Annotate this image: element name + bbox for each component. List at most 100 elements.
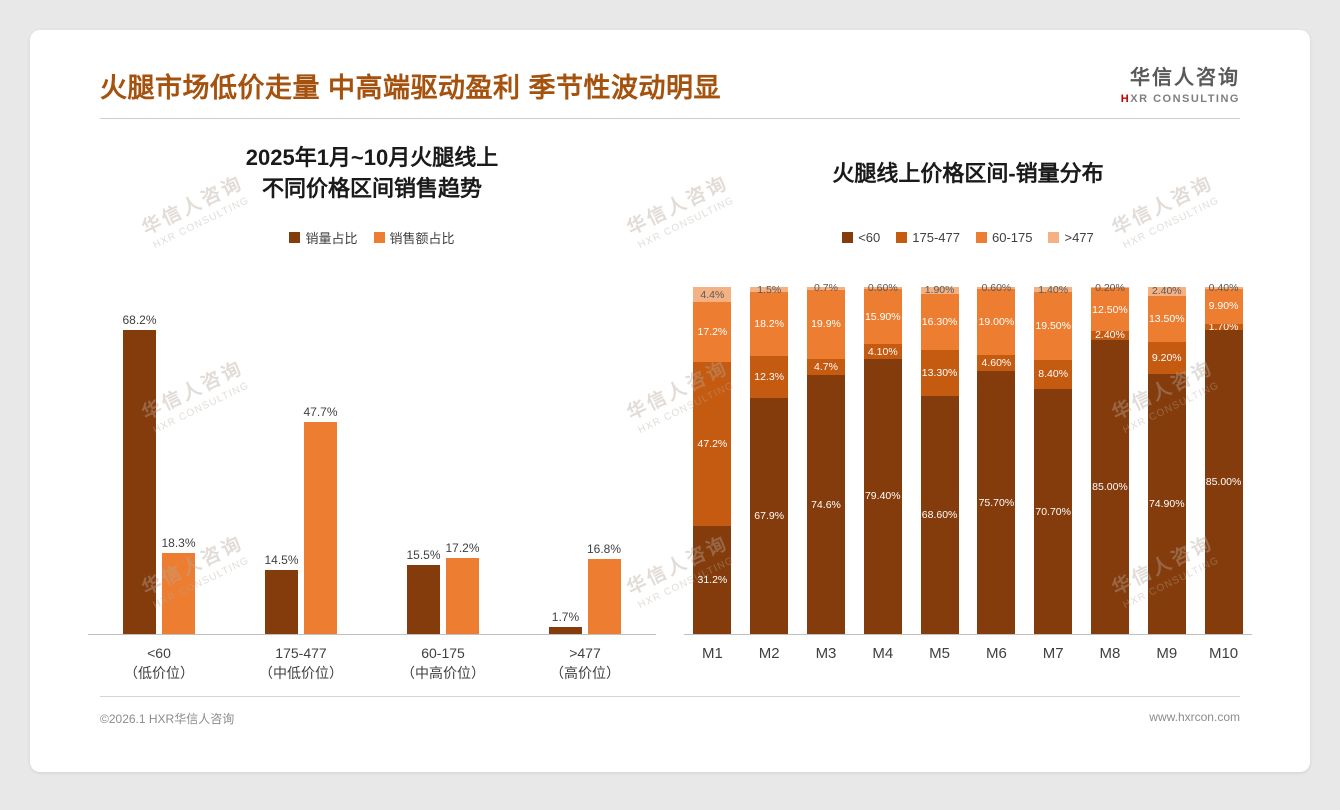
footer-website: www.hxrcon.com [1149,710,1240,724]
legend-label: 销售额占比 [389,230,455,246]
charts-row: 2025年1月~10月火腿线上 不同价格区间销售趋势 销量占比 销售额占比 68.… [30,119,1310,684]
segment-value-label: 19.50% [1035,319,1071,332]
bar-column: 68.2% [122,313,157,635]
bar-segment: 1.40% [1034,284,1073,296]
bar [122,330,156,635]
bar-segment: 13.50% [1147,295,1186,343]
company-logo: 华信人咨询 HXR CONSULTING [1121,66,1240,106]
legend-swatch [976,231,987,243]
x-axis-label: M4 [872,645,894,663]
segment-value-label: 85.00% [1092,480,1128,493]
stacked-bar: 74.90% 9.20% 13.50% 2.40% [1138,285,1195,635]
segment-value-label: 18.2% [754,318,785,331]
slide: 火腿市场低价走量 中高端驱动盈利 季节性波动明显 华信人咨询 HXR CONSU… [30,30,1310,772]
legend-label: 60-175 [992,229,1033,245]
bar-segment: 4.10% [863,344,902,359]
stacked-bar-column: 79.40% 4.10% 15.90% 0.60% [863,282,902,635]
bar [162,552,196,635]
x-axis-left: <60 （低价位） 175-477 （中低价位） 60-175 （中高价位） >477 （高价… [88,643,656,684]
stacked-bar: 85.00% 1.70% 9.90% 0.40% [1195,282,1252,635]
legend-item: >477 [1048,230,1094,245]
legend-label: 销量占比 [305,230,358,246]
segment-value-label: 19.9% [811,318,841,331]
x-axis-label: M7 [1042,645,1064,663]
stacked-bar: 67.9% 12.3% 18.2% 1.5% [741,283,798,635]
bar-segment: 17.2% [693,302,732,363]
category-sublabel: （低价位） [124,665,194,682]
segment-value-label: 74.6% [811,498,841,511]
bar-segment: 74.6% [806,375,845,635]
bar-column: 18.3% [162,536,196,635]
bar-group: 15.5% 17.2% [372,541,514,635]
bar-group: 68.2% 18.3% [88,313,230,635]
bar-segment: 19.00% [977,289,1016,356]
legend-swatch [842,231,854,243]
segment-value-label: 1.5% [757,283,782,296]
category-label: >477 [569,645,601,662]
plot-area-right: 31.2% 47.2% 17.2% 4.4% 67.9% 12.3% 18.2% 1.5% 74… [684,255,1252,636]
stacked-bar: 70.70% 8.40% 19.50% 1.40% [1025,284,1082,635]
legend-swatch [373,231,385,243]
segment-value-label: 13.50% [1148,312,1185,325]
stacked-bar: 85.00% 2.40% 12.50% 0.20% [1082,282,1139,635]
segment-value-label: 70.70% [1035,505,1071,518]
segment-value-label: 12.50% [1092,303,1128,316]
segment-value-label: 8.40% [1038,368,1069,381]
segment-value-label: 31.2% [697,574,728,587]
stacked-bar: 74.6% 4.7% 19.9% 0.7% [798,282,855,635]
segment-value-label: 0.60% [981,282,1012,295]
bar-column: 15.5% [406,548,441,635]
x-axis-label: >477 （高价位） [514,643,656,684]
bar-column: 14.5% [264,552,299,635]
stacked-bar-column: 85.00% 2.40% 12.50% 0.20% [1090,282,1129,635]
bar-group: 14.5% 47.7% [230,405,372,635]
bar-segment: 68.60% [920,396,959,635]
bar-segment: 0.60% [977,282,1016,294]
legend-item: 销量占比 [289,228,358,247]
segment-value-label: 2.40% [1151,285,1182,298]
bar-segment: 4.4% [693,287,732,303]
bar-segment: 9.20% [1147,342,1186,375]
logo-english-rest: XR CONSULTING [1130,93,1240,105]
segment-value-label: 74.90% [1148,498,1185,511]
bar-segment: 12.50% [1090,287,1129,332]
bar-segment: 75.70% [977,371,1016,635]
bar-segment: 19.9% [806,289,845,359]
segment-value-label: 1.90% [924,284,955,297]
bar-segment: 15.90% [863,289,902,345]
plot-area-left: 68.2% 18.3% 14.5% 47.7% 15.5% 17.2% 1.7% 16.8% [88,255,656,636]
legend-left: 销量占比 销售额占比 [88,228,656,247]
bar-value-label: 1.7% [551,609,580,624]
segment-value-label: 16.30% [921,316,958,329]
legend-swatch [1048,231,1060,243]
stacked-bar-column: 70.70% 8.40% 19.50% 1.40% [1034,284,1073,635]
stacked-bar-column: 74.90% 9.20% 13.50% 2.40% [1147,285,1186,635]
bar-segment: 31.2% [693,525,732,635]
stacked-bar-column: 85.00% 1.70% 9.90% 0.40% [1204,282,1243,635]
bar-segment: 1.90% [920,284,959,297]
bar-segment: 0.60% [863,282,902,294]
segment-value-label: 75.70% [978,496,1015,509]
slide-title: 火腿市场低价走量 中高端驱动盈利 季节性波动明显 [100,73,722,103]
legend-item: <60 [842,230,880,245]
legend-swatch [896,231,908,243]
chart-stacked-bar-monthly: 火腿线上价格区间-销量分布 <60 175-477 60-175 >477 31.2%… [684,119,1252,684]
bar [587,559,621,635]
segment-value-label: 4.10% [867,345,898,358]
bar-segment: 67.9% [750,398,789,635]
bar-column: 47.7% [304,405,338,635]
x-axis-label: M3 [815,645,837,663]
bar-segment: 0.40% [1204,282,1243,294]
bar-value-label: 68.2% [122,313,157,328]
stacked-bar: 75.70% 4.60% 19.00% 0.60% [968,282,1025,635]
segment-value-label: 0.20% [1095,281,1125,294]
x-axis-label: M6 [985,645,1007,663]
bar-value-label: 15.5% [406,548,441,563]
bar-segment: 4.60% [977,355,1016,372]
bar-segment: 4.7% [806,358,845,376]
bar-value-label: 14.5% [264,552,299,567]
category-label: 60-175 [421,645,465,662]
chart-title-right: 火腿线上价格区间-销量分布 [684,143,1252,205]
category-label: 175-477 [275,645,327,662]
bar [264,569,298,635]
